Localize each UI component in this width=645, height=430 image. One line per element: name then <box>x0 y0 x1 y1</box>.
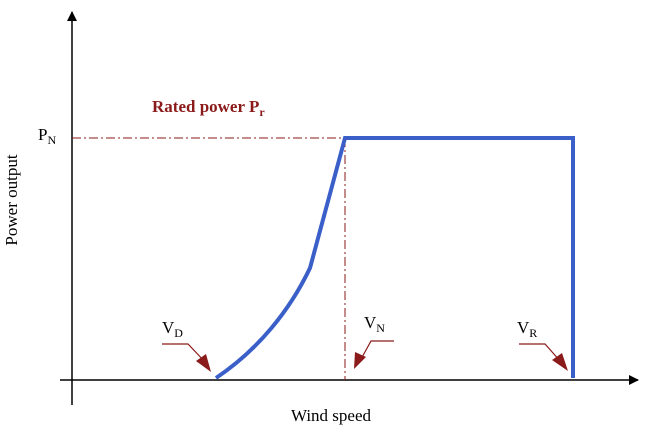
v-d-main: V <box>162 318 175 337</box>
x-axis-label: Wind speed <box>291 406 372 425</box>
power-curve <box>214 136 575 380</box>
rated-power-label: Rated power Pr <box>152 97 265 119</box>
v-r-subscript: R <box>529 326 537 340</box>
rated-power-text: Rated power P <box>152 97 259 116</box>
p-n-subscript: N <box>47 133 56 147</box>
p-n-label: PN <box>38 125 56 147</box>
y-axis-label: Power output <box>2 154 21 245</box>
v-n-label: VN <box>364 313 385 335</box>
v-r-main: V <box>517 318 530 337</box>
v-r-pointer-arrow <box>519 343 568 371</box>
v-r-label: VR <box>517 318 537 340</box>
v-n-subscript: N <box>376 321 385 335</box>
v-d-label: VD <box>162 318 183 340</box>
v-d-pointer-arrow <box>162 343 211 372</box>
p-n-main: P <box>38 125 47 144</box>
v-n-pointer-arrow <box>354 340 394 369</box>
rated-power-subscript: r <box>259 105 265 119</box>
v-d-subscript: D <box>174 326 183 340</box>
v-n-main: V <box>364 313 377 332</box>
